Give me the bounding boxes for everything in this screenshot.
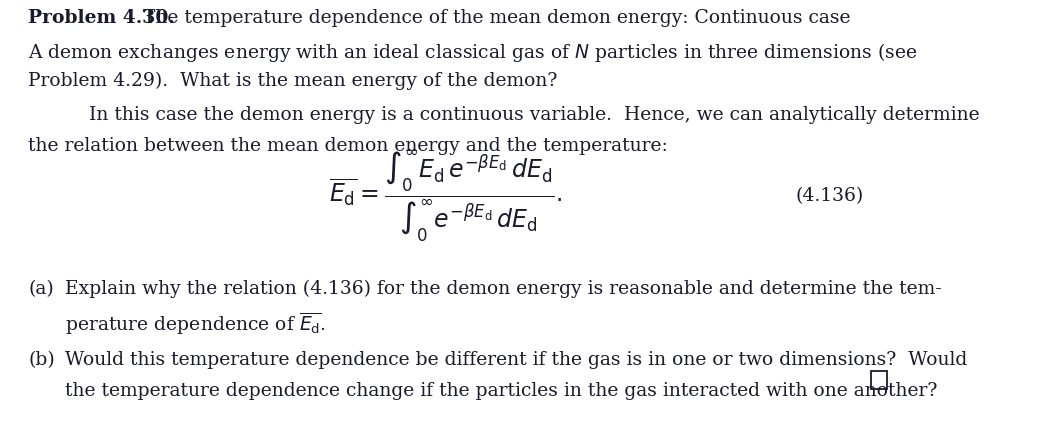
Bar — [871, 371, 886, 389]
Text: the relation between the mean demon energy and the temperature:: the relation between the mean demon ener… — [28, 137, 668, 155]
Text: the temperature dependence change if the particles in the gas interacted with on: the temperature dependence change if the… — [65, 382, 938, 400]
Text: The temperature dependence of the mean demon energy: Continuous case: The temperature dependence of the mean d… — [136, 9, 850, 28]
Text: Problem 4.30.: Problem 4.30. — [28, 9, 175, 28]
Text: $\overline{E_\mathrm{d}} = \dfrac{\int_0^{\infty} E_\mathrm{d}\, e^{-\beta E_\ma: $\overline{E_\mathrm{d}} = \dfrac{\int_0… — [329, 148, 562, 244]
Text: A demon exchanges energy with an ideal classical gas of $N$ particles in three d: A demon exchanges energy with an ideal c… — [28, 40, 918, 64]
Text: (a): (a) — [28, 280, 53, 298]
Text: In this case the demon energy is a continuous variable.  Hence, we can analytica: In this case the demon energy is a conti… — [88, 106, 979, 124]
Text: (b): (b) — [28, 351, 55, 369]
Text: Explain why the relation (4.136) for the demon energy is reasonable and determin: Explain why the relation (4.136) for the… — [65, 280, 942, 298]
Text: (4.136): (4.136) — [795, 187, 863, 205]
Text: perature dependence of $\overline{E_\mathrm{d}}$.: perature dependence of $\overline{E_\mat… — [65, 311, 326, 337]
Text: Problem 4.29).  What is the mean energy of the demon?: Problem 4.29). What is the mean energy o… — [28, 71, 557, 90]
Text: Would this temperature dependence be different if the gas is in one or two dimen: Would this temperature dependence be dif… — [65, 351, 967, 369]
